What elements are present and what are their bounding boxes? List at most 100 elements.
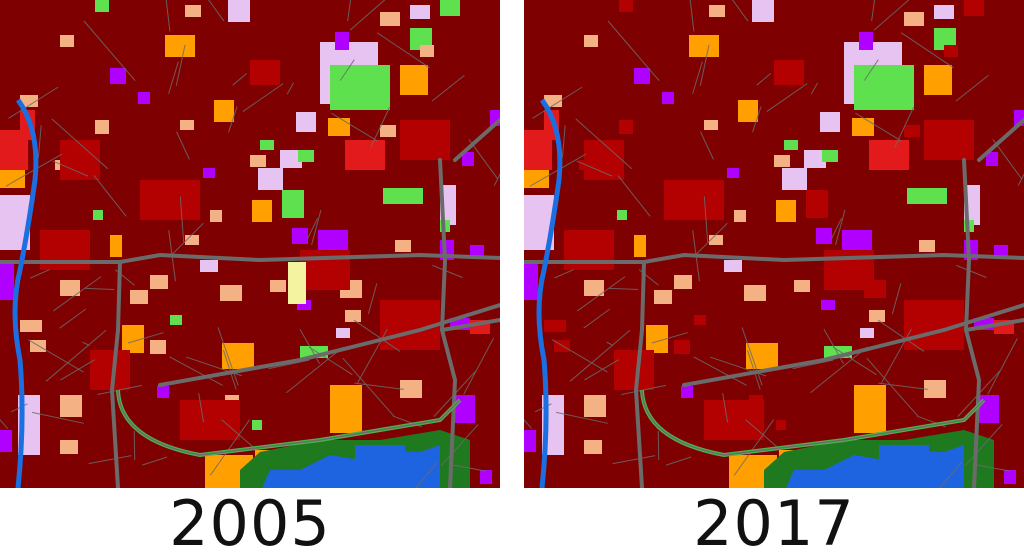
parcel-green-urban bbox=[617, 210, 627, 220]
parcel-residential-sparse bbox=[60, 395, 82, 417]
parcel-green-urban bbox=[93, 210, 103, 220]
parcel-residential-sparse bbox=[250, 155, 266, 167]
parcel-industrial bbox=[854, 385, 886, 433]
parcel-urban-medium bbox=[704, 400, 764, 440]
parcel-industrial bbox=[110, 235, 122, 257]
parcel-industrial bbox=[214, 100, 234, 122]
parcel-residential-sparse bbox=[420, 45, 434, 57]
year-label-2017: 2017 bbox=[524, 492, 1024, 556]
parcel-industrial bbox=[689, 35, 719, 57]
parcel-residential-sparse bbox=[744, 285, 766, 301]
parcel-urban-medium bbox=[250, 60, 280, 85]
map-layers bbox=[524, 0, 1024, 488]
parcel-urban-medium bbox=[694, 315, 706, 325]
parcel-industrial bbox=[330, 385, 362, 433]
parcel-residential-sparse bbox=[704, 120, 718, 130]
parcel-green-urban bbox=[854, 65, 914, 110]
parcel-public-facilities bbox=[228, 0, 250, 22]
parcel-urban-medium bbox=[776, 420, 786, 430]
red-parcel-west bbox=[524, 130, 552, 170]
parcel-residential-sparse bbox=[654, 290, 672, 304]
parcel-urban-light bbox=[345, 140, 385, 170]
parcel-residential-sparse bbox=[709, 5, 725, 17]
parcel-green-urban bbox=[440, 0, 460, 16]
parcel-green-urban bbox=[95, 0, 109, 12]
parcel-green-urban bbox=[383, 188, 423, 204]
parcel-public-facilities bbox=[336, 328, 350, 338]
parcel-green-urban bbox=[282, 190, 304, 218]
parcel-industrial bbox=[252, 200, 272, 222]
parcel-urban-medium bbox=[90, 350, 130, 390]
map-panel-2017 bbox=[524, 0, 1024, 488]
parcel-residential-sparse bbox=[395, 240, 411, 252]
parcel-commercial bbox=[110, 68, 126, 84]
parcel-industrial bbox=[852, 118, 874, 136]
parcel-urban-medium bbox=[400, 120, 450, 160]
parcel-residential-sparse bbox=[584, 440, 602, 454]
orange-parcel-west bbox=[524, 170, 549, 188]
parcel-urban-medium bbox=[674, 340, 690, 354]
parcel-industrial bbox=[924, 65, 952, 95]
parcel-commercial bbox=[634, 68, 650, 84]
parcel-residential-sparse bbox=[60, 440, 78, 454]
parcel-green-urban bbox=[260, 140, 274, 150]
parcel-residential-sparse bbox=[180, 120, 194, 130]
parcel-public-facilities bbox=[782, 168, 807, 190]
parcel-urban-medium bbox=[664, 180, 724, 220]
parcel-commercial bbox=[1004, 470, 1016, 484]
parcel-industrial bbox=[746, 343, 778, 369]
parcel-commercial bbox=[821, 300, 835, 310]
parcel-green-urban bbox=[330, 65, 390, 110]
parcel-commercial bbox=[524, 430, 536, 452]
parcel-industrial bbox=[222, 343, 254, 369]
parcel-commercial bbox=[292, 228, 308, 244]
parcel-residential-sparse bbox=[584, 395, 606, 417]
parcel-green-urban bbox=[298, 150, 314, 162]
red-parcel-west bbox=[0, 130, 28, 170]
parcel-residential-sparse bbox=[794, 280, 810, 292]
parcel-urban-medium bbox=[544, 320, 566, 332]
parcel-public-facilities bbox=[752, 0, 774, 22]
parcel-green-urban bbox=[822, 150, 838, 162]
parcel-residential-sparse bbox=[774, 155, 790, 167]
land-use-map-2017 bbox=[524, 0, 1024, 488]
parcel-public-facilities bbox=[820, 112, 840, 132]
parcel-residential-sparse bbox=[210, 210, 222, 222]
parcel-residential-sparse bbox=[130, 290, 148, 304]
parcel-green-urban bbox=[252, 420, 262, 430]
land-use-map-2005 bbox=[0, 0, 500, 488]
parcel-commercial bbox=[138, 92, 150, 104]
parcel-urban-medium bbox=[584, 140, 624, 180]
parcel-commercial bbox=[480, 470, 492, 484]
parcel-industrial bbox=[165, 35, 195, 57]
parcel-urban-medium bbox=[904, 125, 920, 137]
parcel-commercial bbox=[157, 386, 169, 398]
parcel-urban-medium bbox=[619, 0, 633, 12]
parcel-residential-sparse bbox=[380, 125, 396, 137]
parcel-residential-sparse bbox=[20, 320, 42, 332]
orange-parcel-west bbox=[0, 170, 25, 188]
parcel-residential-sparse bbox=[60, 35, 74, 47]
parcel-public-facilities bbox=[200, 260, 218, 272]
parcel-urban-medium bbox=[944, 45, 958, 57]
parcel-residential-sparse bbox=[150, 340, 166, 354]
parcel-green-urban bbox=[170, 315, 182, 325]
water-body-east bbox=[355, 445, 405, 473]
parcel-urban-medium bbox=[614, 350, 654, 390]
parcel-residential-sparse bbox=[270, 280, 286, 292]
parcel-urban-medium bbox=[924, 120, 974, 160]
parcel-green-urban bbox=[784, 140, 798, 150]
parcel-residential-sparse bbox=[380, 12, 400, 26]
parcel-commercial bbox=[859, 32, 873, 50]
parcel-commercial bbox=[203, 168, 215, 178]
parcel-residential-sparse bbox=[584, 35, 598, 47]
parcel-residential-sparse bbox=[185, 5, 201, 17]
parcel-residential-sparse bbox=[150, 275, 168, 289]
parcel-residential-sparse bbox=[869, 310, 885, 322]
year-label-2005: 2005 bbox=[0, 492, 500, 556]
parcel-commercial bbox=[662, 92, 674, 104]
map-panel-2005 bbox=[0, 0, 500, 488]
parcel-residential-sparse bbox=[674, 275, 692, 289]
parcel-residential-sparse bbox=[345, 310, 361, 322]
parcel-residential-sparse bbox=[904, 12, 924, 26]
